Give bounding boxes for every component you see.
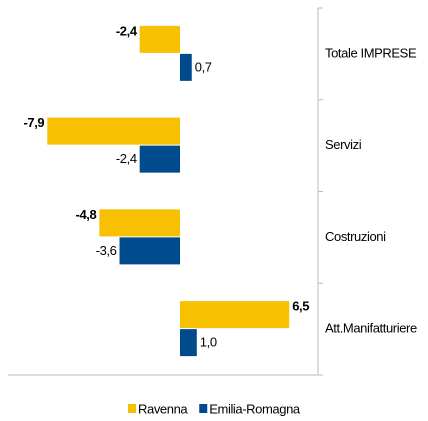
bar [180,301,290,329]
legend-label: Ravenna [138,401,188,416]
value-label: 6,5 [292,299,309,314]
value-label: -2,4 [116,151,137,166]
bar [99,209,180,237]
value-label: -2,4 [116,23,138,38]
legend-swatch [128,404,136,413]
value-label: 0,7 [195,59,212,74]
category-label: Att.Manifatturiere [325,321,417,336]
bar [119,237,180,265]
legend-label: Emilia-Romagna [209,401,301,416]
bar [47,117,180,145]
value-label: 1,0 [200,335,217,350]
bar [180,329,197,357]
category-label: Servizi [325,137,362,152]
category-label: Costruzioni [325,229,386,244]
value-label: -3,6 [96,243,117,258]
value-label: -4,8 [76,207,97,222]
bar [139,25,180,53]
category-label: Totale IMPRESE [325,45,417,60]
legend-swatch [199,404,208,413]
value-label: -7,9 [23,115,44,130]
bar [180,53,192,81]
bar [139,145,180,173]
